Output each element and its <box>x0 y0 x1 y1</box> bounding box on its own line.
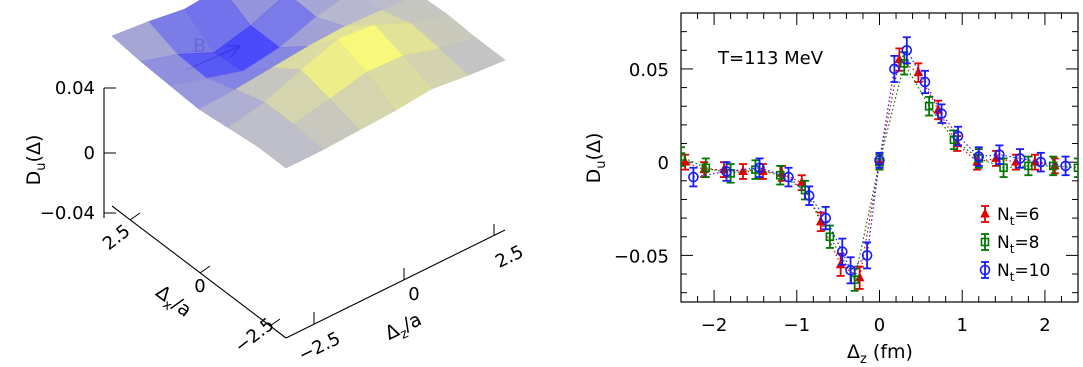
legend-marker <box>980 237 990 247</box>
data-point <box>1014 153 1026 164</box>
legend: Nt=6 Nt=8 Nt=10 <box>979 205 1050 284</box>
data-point <box>861 250 873 261</box>
data-point <box>738 165 748 175</box>
x-tick-label: 0 <box>194 276 205 297</box>
data-point <box>1048 161 1058 171</box>
data-point <box>825 232 835 242</box>
data-point <box>936 108 947 119</box>
x-tick-label: −2 <box>701 315 728 336</box>
surface-patch <box>256 124 324 169</box>
legend-marker <box>980 208 990 218</box>
y-tick-label: 0.05 <box>629 60 669 81</box>
legend-entry: Nt=8 <box>980 233 1040 256</box>
series-2 <box>688 36 1071 285</box>
z-tick-label: 0.04 <box>55 78 95 99</box>
series-1 <box>681 51 1078 292</box>
x-tick-label: −1 <box>784 315 811 336</box>
x-tick-label: −2.5 <box>231 314 278 357</box>
data-point <box>803 190 815 202</box>
data-point <box>836 246 848 257</box>
z-tick-label: −0.04 <box>40 203 95 224</box>
y-tick-label: 0 <box>408 284 419 305</box>
temperature-annotation: T=113 MeV <box>717 48 824 69</box>
legend-entry: Nt=6 <box>980 205 1040 228</box>
y-axis-ticks <box>313 224 495 324</box>
data-point <box>913 67 924 77</box>
z-axis-title: Du(Δ) <box>23 135 49 186</box>
data-point <box>701 163 711 173</box>
data-point <box>924 101 934 111</box>
data-point <box>999 163 1008 173</box>
data-point <box>901 44 913 56</box>
data-point <box>681 152 686 161</box>
y-axis-title: Du(Δ) <box>583 133 609 184</box>
z-tick-label: 0 <box>84 143 95 164</box>
legend-label: Nt=10 <box>997 261 1050 284</box>
legend-label: Nt=8 <box>997 233 1040 256</box>
scatter-plot: −2 −1 0 1 2 −0.05 0 0.05 T=113 MeV Du(Δ) Δz (fm… <box>583 12 1079 367</box>
data-point <box>796 177 807 187</box>
data-point <box>754 162 765 174</box>
data-point <box>874 154 885 166</box>
series-line <box>681 61 1078 282</box>
data-point <box>688 171 699 183</box>
legend-marker <box>979 264 991 276</box>
x-tick-label: 2.5 <box>99 221 134 255</box>
axis-tick-labels: −2 −1 0 1 2 −0.05 0 0.05 <box>614 60 1051 336</box>
data-point <box>845 265 856 276</box>
series-layer <box>681 36 1078 292</box>
data-point <box>1060 160 1071 172</box>
data-point <box>1024 161 1033 171</box>
series-line <box>684 58 1055 279</box>
x-axis-title: Δx/a <box>149 281 196 325</box>
surface-mesh <box>111 0 506 169</box>
data-point <box>889 63 900 75</box>
data-point <box>783 171 794 183</box>
y-axis-line <box>285 229 506 339</box>
data-point <box>820 212 832 224</box>
legend-entry: Nt=10 <box>979 261 1050 284</box>
x-axis-line <box>111 205 287 339</box>
x-tick-label: 1 <box>956 315 967 336</box>
data-point <box>973 151 985 162</box>
surface-patch <box>364 0 406 11</box>
data-point <box>919 76 931 88</box>
y-axis-title: Δz/a <box>382 308 427 348</box>
x-tick-label: 2 <box>1039 315 1050 336</box>
y-tick-label: 2.5 <box>492 241 527 272</box>
x-tick-label: 0 <box>874 315 885 336</box>
data-point <box>854 272 865 282</box>
data-point <box>994 149 1005 161</box>
y-tick-label: −2.5 <box>295 328 343 366</box>
surface-plot: B 0.04 0 −0.04 Du(Δ) 2.5 <box>23 0 527 366</box>
x-axis-title: Δz (fm) <box>847 341 913 367</box>
data-point <box>721 166 732 177</box>
x-axis-ticks <box>129 212 281 327</box>
data-point <box>1073 163 1078 173</box>
y-tick-label: 0 <box>658 153 669 174</box>
z-axis-ticks <box>104 87 116 214</box>
data-point <box>681 156 690 166</box>
data-point <box>1035 156 1047 168</box>
legend-label: Nt=6 <box>997 205 1040 228</box>
data-point <box>952 130 964 142</box>
y-tick-label: −0.05 <box>614 246 669 267</box>
